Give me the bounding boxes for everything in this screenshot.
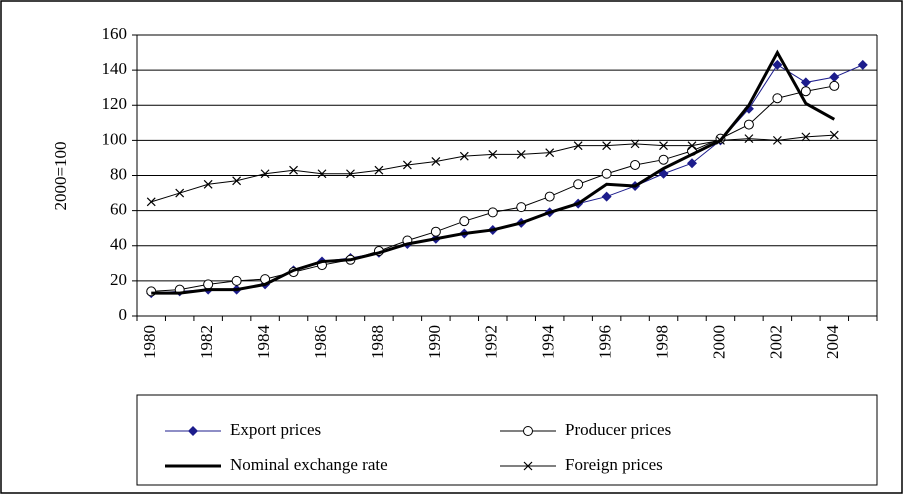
legend-label: Producer prices: [565, 420, 671, 439]
x-tick-label: 2002: [766, 325, 785, 359]
x-tick-label: 1986: [311, 325, 330, 359]
x-tick-label: 1988: [368, 325, 387, 359]
x-tick-label: 1980: [140, 325, 159, 359]
diamond-marker: [857, 59, 868, 70]
x-tick-label: 1996: [596, 325, 615, 359]
cross-marker: [459, 151, 469, 161]
circle-marker: [231, 275, 242, 286]
x-tick-label: 1994: [539, 325, 558, 360]
y-tick-label: 40: [110, 235, 127, 254]
cross-marker: [146, 197, 156, 207]
cross-marker: [602, 141, 612, 151]
cross-marker: [175, 188, 185, 198]
circle-marker: [601, 168, 612, 179]
circle-marker: [829, 80, 840, 91]
y-tick-label: 140: [102, 59, 128, 78]
circle-marker: [772, 93, 783, 104]
cross-marker: [488, 150, 498, 159]
cross-marker: [630, 139, 640, 149]
circle-marker: [203, 279, 214, 290]
y-tick-label: 80: [110, 164, 127, 183]
circle-marker: [743, 119, 754, 130]
cross-marker: [317, 169, 327, 179]
x-tick-label: 1992: [482, 325, 501, 359]
cross-marker: [402, 160, 412, 170]
legend-label: Nominal exchange rate: [230, 455, 388, 474]
diamond-marker: [601, 191, 612, 202]
circle-marker: [459, 216, 470, 227]
cross-marker: [772, 135, 782, 145]
circle-marker: [523, 426, 533, 436]
y-tick-label: 120: [102, 94, 128, 113]
cross-marker: [289, 165, 298, 175]
y-axis-label: 2000=100: [51, 141, 70, 210]
y-tick-label: 100: [102, 129, 128, 148]
x-tick-label: 1984: [254, 325, 273, 360]
cross-marker: [260, 169, 270, 179]
cross-marker: [431, 157, 441, 166]
diamond-marker: [800, 77, 811, 88]
y-tick-label: 20: [110, 270, 127, 289]
legend-label: Export prices: [230, 420, 321, 439]
circle-marker: [487, 207, 498, 218]
cross-marker: [523, 461, 533, 471]
x-tick-label: 1990: [425, 325, 444, 359]
circle-marker: [630, 159, 641, 170]
cross-marker: [573, 141, 583, 151]
cross-marker: [744, 134, 754, 144]
cross-marker: [545, 148, 555, 158]
cross-marker: [659, 141, 668, 151]
diamond-marker: [829, 72, 840, 83]
circle-marker: [430, 226, 441, 237]
y-tick-label: 160: [102, 24, 128, 43]
cross-marker: [687, 141, 697, 151]
circle-marker: [658, 154, 669, 165]
x-tick-label: 2000: [709, 325, 728, 359]
cross-marker: [716, 135, 725, 145]
circle-marker: [516, 202, 527, 213]
diamond-marker: [772, 59, 783, 70]
cross-marker: [232, 176, 242, 186]
cross-marker: [516, 150, 526, 159]
y-tick-label: 0: [119, 305, 128, 324]
cross-marker: [374, 165, 384, 175]
legend-label: Foreign prices: [565, 455, 663, 474]
diamond-marker: [188, 426, 198, 436]
cross-marker: [829, 130, 839, 140]
cross-marker: [203, 179, 213, 189]
x-tick-label: 1982: [197, 325, 216, 359]
diamond-marker: [687, 158, 697, 169]
circle-marker: [573, 179, 584, 190]
y-tick-label: 60: [110, 200, 127, 219]
cross-marker: [801, 132, 811, 142]
circle-marker: [544, 191, 555, 202]
legend-box: [136, 394, 878, 486]
x-tick-label: 1998: [652, 325, 671, 359]
cross-marker: [346, 169, 355, 179]
circle-marker: [800, 86, 811, 97]
x-tick-label: 2004: [823, 325, 842, 360]
